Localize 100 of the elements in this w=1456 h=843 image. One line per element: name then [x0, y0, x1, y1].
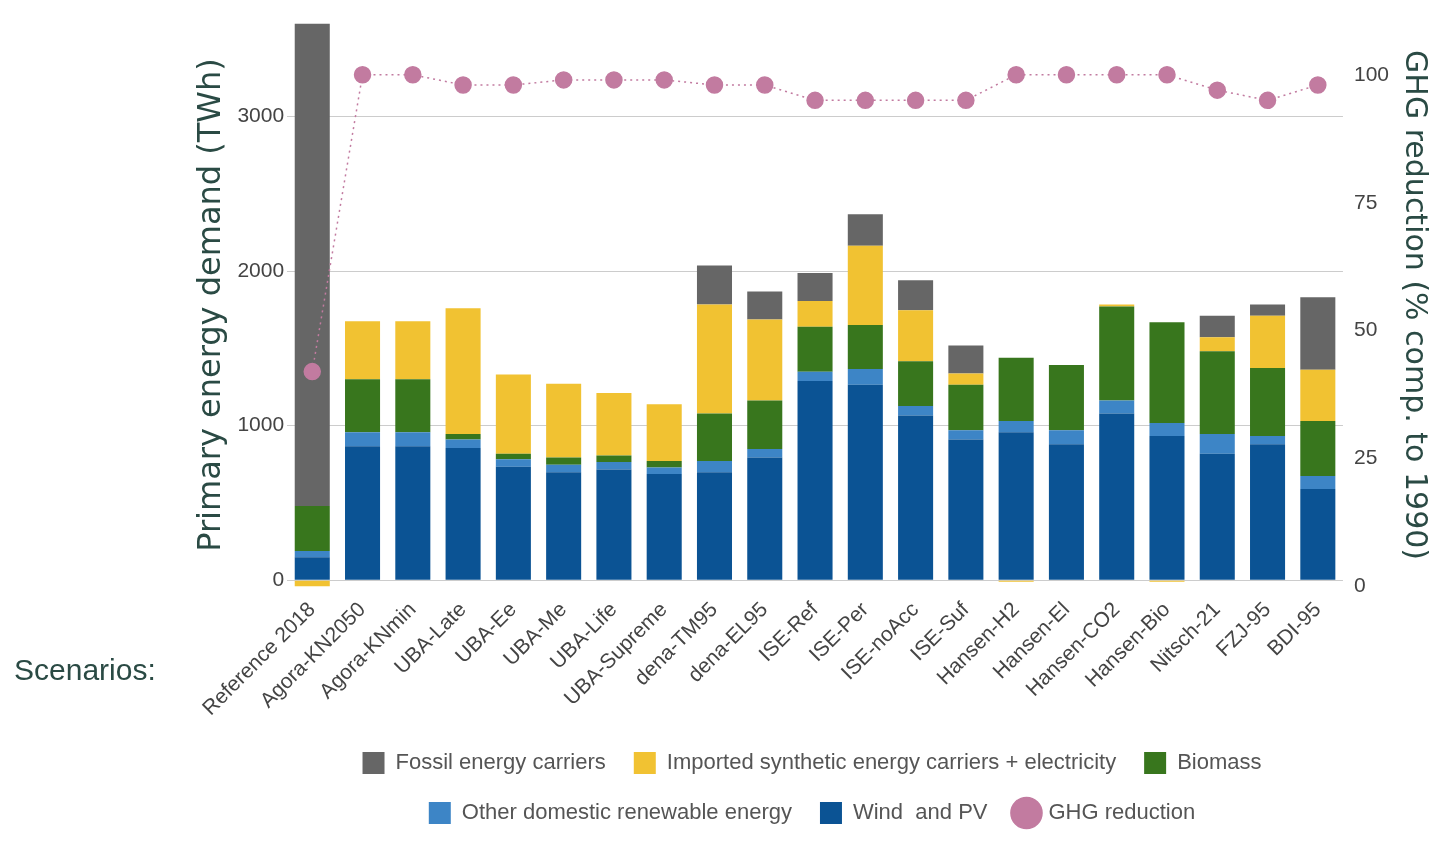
bar	[1048, 430, 1084, 445]
bar	[395, 446, 431, 580]
bar	[345, 321, 381, 380]
bar	[1149, 435, 1185, 580]
y2-tick-label: 0	[1353, 573, 1366, 597]
bar	[797, 380, 833, 580]
point	[303, 362, 322, 381]
point	[504, 76, 523, 94]
bar	[1250, 435, 1286, 445]
point	[1057, 66, 1076, 84]
point	[605, 71, 623, 89]
point	[806, 91, 824, 110]
bar	[948, 384, 984, 431]
point	[957, 91, 975, 110]
point	[353, 66, 372, 84]
bar	[847, 245, 883, 326]
bar	[998, 432, 1034, 580]
y-tick-label: 2000	[237, 257, 285, 281]
y-tick-label: 1000	[237, 412, 285, 436]
bar	[898, 310, 934, 362]
bar	[998, 421, 1034, 433]
bar	[898, 280, 934, 311]
point	[756, 76, 774, 94]
point	[1258, 91, 1277, 110]
bar	[1250, 304, 1286, 316]
bar	[1250, 368, 1286, 436]
point	[404, 66, 422, 84]
bar	[395, 321, 431, 380]
point	[906, 91, 925, 110]
bar	[546, 383, 582, 458]
bar	[495, 374, 531, 454]
bar	[596, 455, 632, 463]
bar	[1099, 400, 1135, 414]
bar	[345, 379, 381, 433]
y2-tick-label: 100	[1353, 61, 1390, 85]
bar	[445, 308, 481, 435]
legend-label: Biomass	[1177, 749, 1262, 775]
bar	[1199, 434, 1235, 454]
point	[454, 76, 472, 94]
bar	[747, 400, 783, 450]
bar	[1099, 413, 1135, 580]
bar	[747, 449, 783, 458]
bar	[747, 319, 783, 401]
bar	[1199, 351, 1235, 435]
bar	[294, 557, 330, 580]
bar	[546, 457, 582, 465]
bar	[646, 461, 682, 468]
bar	[445, 448, 481, 580]
bar	[495, 466, 531, 580]
bar	[1048, 365, 1084, 431]
bar	[847, 325, 883, 369]
bar	[445, 439, 481, 449]
bar	[646, 404, 682, 462]
legend-label: Other domestic renewable energy	[461, 799, 792, 825]
bar	[294, 550, 330, 558]
bar	[395, 379, 431, 433]
point	[554, 71, 573, 89]
bar	[646, 474, 682, 580]
bar	[495, 459, 531, 467]
bar	[948, 345, 984, 374]
bar	[596, 462, 632, 470]
legend-label: Fossil energy carriers	[395, 749, 606, 775]
bar	[696, 461, 733, 473]
bar	[1149, 322, 1185, 423]
bar	[1048, 444, 1084, 580]
bar	[948, 373, 984, 385]
bar	[696, 472, 733, 580]
bar	[294, 23, 330, 507]
bar	[696, 265, 733, 305]
bar	[345, 432, 381, 447]
bar	[1300, 297, 1336, 370]
bar	[1199, 315, 1235, 338]
point	[1309, 76, 1327, 94]
point	[1107, 66, 1126, 84]
legend-label: Imported synthetic energy carriers + electricity	[666, 749, 1117, 775]
point	[1158, 66, 1176, 84]
bar	[797, 371, 833, 381]
bar	[445, 434, 481, 440]
bar	[797, 272, 833, 301]
bar	[847, 368, 883, 385]
bar	[898, 415, 934, 580]
bar	[294, 506, 330, 551]
bar	[747, 457, 783, 580]
bar	[696, 304, 733, 414]
y2-tick-label: 75	[1353, 189, 1378, 213]
bar	[696, 413, 733, 462]
y-tick-label: 0	[272, 567, 285, 591]
bar	[847, 214, 883, 246]
bar	[596, 469, 632, 580]
bar	[546, 464, 582, 473]
bar	[1300, 489, 1336, 580]
bar	[1199, 337, 1235, 352]
bar	[1149, 422, 1185, 436]
point	[655, 71, 673, 89]
y-tick-label: 3000	[237, 103, 285, 127]
bar	[395, 432, 431, 447]
bar	[1199, 453, 1235, 580]
y2-tick-label: 25	[1353, 445, 1378, 469]
bar	[345, 446, 381, 580]
y-axis-title: Primary energy demand (TWh)	[189, 58, 228, 552]
